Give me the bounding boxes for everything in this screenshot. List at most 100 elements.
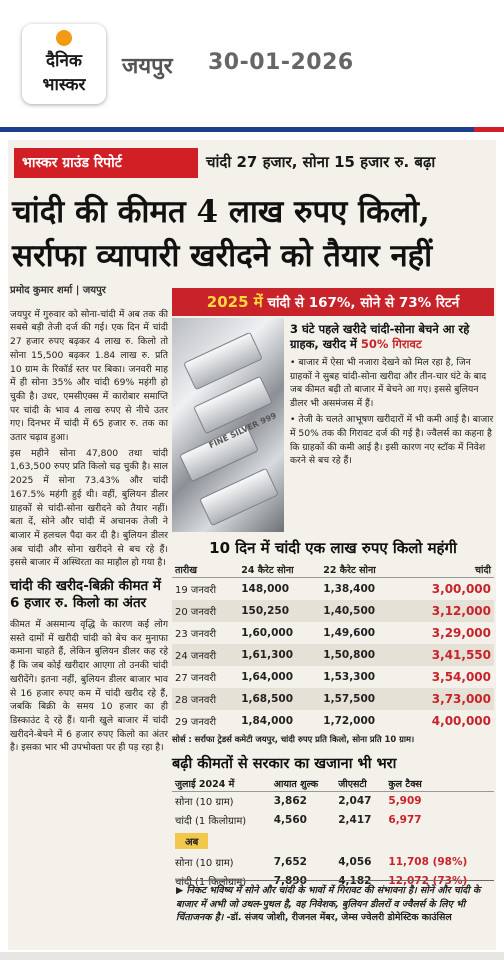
tax-gst: 2,047 — [338, 794, 372, 807]
tax-gst: 2,417 — [338, 813, 372, 826]
price-table-title: 10 दिन में चांदी एक लाख रुपए किलो महंगी — [209, 539, 457, 557]
price-gold-22k: 1,50,800 — [320, 643, 403, 666]
price-silver: 3,00,000 — [431, 581, 491, 596]
silver-bar-image — [199, 467, 279, 527]
price-row: 20 जनवरी 150,250 1,40,500 3,12,000 — [172, 599, 494, 622]
price-row: 19 जनवरी 148,000 1,38,400 3,00,000 — [172, 578, 494, 600]
tax-gst: 4,056 — [338, 855, 372, 868]
col-import-duty: आयात शुल्क — [270, 775, 336, 792]
col-gold-22k: 22 कैरेट सोना — [320, 562, 403, 578]
price-table-source: सोर्स : सर्राफा ट्रेडर्स कमेटी जयपुर, चा… — [172, 733, 415, 744]
price-gold-22k: 1,53,300 — [323, 670, 376, 683]
price-gold-24k: 1,60,000 — [241, 626, 294, 639]
price-gold-22k: 1,40,500 — [320, 599, 403, 622]
body-paragraph-2: इस महीने सोना 47,800 तथा चांदी 1,63,500 … — [10, 447, 168, 569]
edition-date: 30-01-2026 — [208, 50, 354, 75]
price-gold-22k: 1,38,400 — [323, 582, 376, 595]
left-column: प्रमोद कुमार शर्मा | जयपुर जयपुर में गुर… — [10, 284, 168, 757]
price-date: 28 जनवरी — [172, 687, 239, 710]
price-silver: 3,41,550 — [402, 643, 494, 666]
headline: चांदी की कीमत 4 लाख रुपए किलो, सर्राफा व… — [12, 190, 492, 278]
tax-total: 6,977 — [385, 810, 494, 829]
tax-import-duty: 3,862 — [273, 794, 307, 807]
tax-total-value: 11,708 — [388, 855, 429, 868]
price-silver: 4,00,000 — [431, 713, 491, 728]
price-gold-24k: 148,000 — [241, 582, 290, 595]
photo-story-row: FINE SILVER 999 3 घंटे पहले खरीदे चांदी-… — [172, 318, 494, 534]
price-gold-22k: 1,49,600 — [323, 626, 376, 639]
price-table-header: तारीख 24 कैरेट सोना 22 कैरेट सोना चांदी — [172, 562, 494, 578]
kicker-subtitle: चांदी 27 हजार, सोना 15 हजार रु. बढ़ा — [206, 153, 436, 171]
col-silver: चांदी — [402, 562, 494, 578]
left-subhead: चांदी की खरीद-बिक्री कीमत में 6 हजार रु.… — [10, 578, 162, 612]
price-date: 23 जनवरी — [175, 628, 217, 640]
price-gold-24k: 1,64,000 — [241, 670, 294, 683]
price-gold-24k: 1,84,000 — [241, 714, 294, 727]
price-date: 20 जनवरी — [172, 599, 239, 622]
col-gst: जीएसटी — [335, 775, 386, 792]
price-row: 29 जनवरी 1,84,000 1,72,000 4,00,000 — [172, 710, 494, 732]
right-column: 2025 में चांदी से 167%, सोने से 73% रिटर… — [172, 288, 494, 890]
col-gold-24k: 24 कैरेट सोना — [238, 562, 321, 578]
tax-row: चांदी (1 किलोग्राम) 4,560 2,417 6,977 — [172, 810, 494, 829]
col-period: जुलाई 2024 में — [172, 775, 271, 792]
tax-table: जुलाई 2024 में आयात शुल्क जीएसटी कुल टैक… — [172, 775, 494, 891]
logo-line1: दैनिक — [46, 51, 82, 71]
expert-quote: ▶ निकट भविष्य में सोने और चांदी के भावों… — [176, 880, 494, 925]
logo-line2: भास्कर — [42, 75, 86, 95]
headline-line1: चांदी की कीमत 4 लाख रुपए किलो, — [12, 194, 430, 230]
tax-item: सोना (10 ग्राम) — [175, 796, 234, 808]
kicker-tag: भास्कर ग्राउंड रिपोर्ट — [14, 148, 198, 178]
price-gold-22k: 1,72,000 — [323, 714, 376, 727]
tax-table-title: बढ़ी कीमतों से सरकार का खजाना भी भरा — [172, 755, 397, 772]
tax-total-value: 5,909 — [388, 794, 422, 807]
price-date: 27 जनवरी — [175, 672, 217, 684]
headline-line2: सर्राफा व्यापारी खरीदने को तैयार नहीं — [12, 238, 433, 274]
tax-row: सोना (10 ग्राम) 7,652 4,056 11,708 (98%) — [172, 852, 494, 871]
now-divider-row: अब — [172, 829, 494, 852]
sun-icon — [56, 30, 72, 46]
banner-year: 2025 में — [206, 293, 263, 311]
price-row: 27 जनवरी 1,64,000 1,53,300 3,54,000 — [172, 666, 494, 688]
dainik-bhaskar-logo: दैनिक भास्कर — [22, 24, 106, 104]
masthead-rule — [0, 127, 504, 132]
tax-item: चांदी (1 किलोग्राम) — [175, 815, 247, 827]
tax-total: 5,909 — [385, 791, 494, 810]
quote-author: -डॉ. संजय जोशी, रीजनल मेंबर, जेम्स ज्वेल… — [226, 912, 452, 923]
silver-bars-photo: FINE SILVER 999 — [172, 318, 284, 532]
price-gold-24k: 1,68,500 — [238, 687, 321, 710]
price-date: 19 जनवरी — [175, 584, 217, 596]
price-silver: 3,29,000 — [431, 625, 491, 640]
body-paragraph-3: कीमत में असमान्य वृद्धि के कारण कई लोग स… — [10, 619, 168, 754]
side-story-heading-highlight: 50% गिरावट — [360, 337, 422, 351]
price-gold-22k: 1,57,500 — [320, 687, 403, 710]
news-clipping: भास्कर ग्राउंड रिपोर्ट चांदी 27 हजार, सो… — [8, 140, 496, 950]
price-gold-24k: 1,61,300 — [238, 643, 321, 666]
price-date: 29 जनवरी — [175, 716, 217, 728]
tax-total: 11,708 (98%) — [385, 852, 494, 871]
side-story-heading-main: 3 घंटे पहले खरीदे चांदी-सोना बेचने आ रहे… — [290, 322, 470, 351]
byline: प्रमोद कुमार शर्मा | जयपुर — [10, 285, 106, 296]
quote-text: ▶ निकट भविष्य में सोने और चांदी के भावों… — [176, 885, 481, 923]
masthead: दैनिक भास्कर जयपुर 30-01-2026 — [0, 0, 504, 128]
col-total-tax: कुल टैक्स — [385, 775, 494, 792]
tax-total-value: 6,977 — [388, 813, 422, 826]
price-silver: 3,73,000 — [402, 687, 494, 710]
tax-item: चांदी (1 किलोग्राम) — [175, 876, 247, 888]
price-silver: 3,12,000 — [402, 599, 494, 622]
side-story-paragraph-2: • तेजी के चलते आभूषण खरीदारों में भी कमी… — [290, 414, 494, 467]
edition-city: जयपुर — [122, 54, 173, 79]
price-date: 24 जनवरी — [172, 643, 239, 666]
price-row: 28 जनवरी 1,68,500 1,57,500 3,73,000 — [172, 687, 494, 710]
body-paragraph-1: जयपुर में गुरुवार को सोना-चांदी में अब त… — [10, 308, 168, 444]
banner-text: चांदी से 167%, सोने से 73% रिटर्न — [267, 295, 460, 311]
tax-table-header: जुलाई 2024 में आयात शुल्क जीएसटी कुल टैक… — [172, 775, 494, 792]
tax-item: सोना (10 ग्राम) — [175, 857, 234, 869]
side-story: 3 घंटे पहले खरीदे चांदी-सोना बेचने आ रहे… — [290, 322, 494, 471]
price-table: तारीख 24 कैरेट सोना 22 कैरेट सोना चांदी … — [172, 562, 494, 732]
tax-import-duty: 7,652 — [273, 855, 307, 868]
now-label: अब — [175, 833, 209, 849]
price-silver: 3,54,000 — [431, 669, 491, 684]
price-row: 24 जनवरी 1,61,300 1,50,800 3,41,550 — [172, 643, 494, 666]
tax-row: सोना (10 ग्राम) 3,862 2,047 5,909 — [172, 791, 494, 810]
